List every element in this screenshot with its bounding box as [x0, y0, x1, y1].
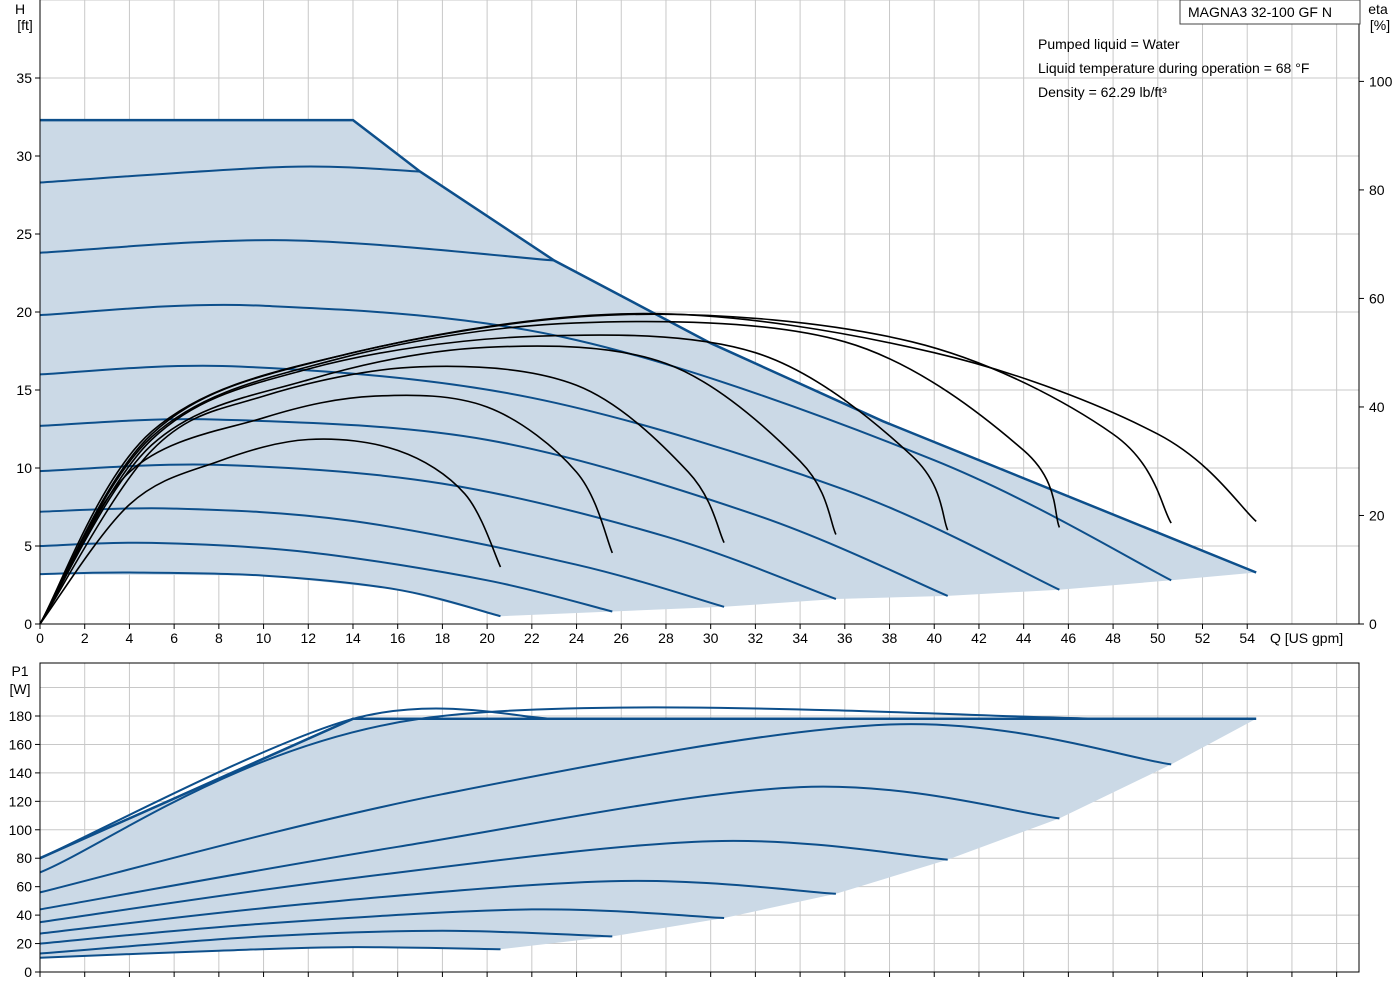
eta-axis-label: eta [1368, 1, 1388, 17]
y-tick-label: 0 [24, 964, 32, 980]
x-tick-label: 16 [390, 630, 406, 646]
x-tick-label: 0 [36, 630, 44, 646]
x-tick-label: 36 [837, 630, 853, 646]
y-tick-label: 100 [9, 822, 33, 838]
eta-axis-unit: [%] [1370, 17, 1390, 33]
x-tick-label: 42 [971, 630, 987, 646]
y-tick-label: 120 [9, 793, 33, 809]
x-tick-label: 52 [1195, 630, 1211, 646]
power-curve-4 [39, 879, 836, 935]
y-tick-label: 20 [16, 936, 32, 952]
y-tick-label: 20 [16, 304, 32, 320]
x-tick-label: 32 [748, 630, 764, 646]
y-tick-label: 35 [16, 70, 32, 86]
y2-tick-label: 100 [1369, 73, 1393, 89]
head-curve-4 [39, 463, 837, 600]
efficiency-curve-4 [39, 345, 837, 625]
x-tick-label: 2 [81, 630, 89, 646]
y-tick-label: 30 [16, 148, 32, 164]
y-tick-label: 60 [16, 879, 32, 895]
head-curve-7 [39, 303, 1172, 582]
head-curve-3 [39, 507, 725, 608]
info-line-3: Density = 62.29 lb/ft³ [1038, 84, 1167, 100]
y2-tick-label: 80 [1369, 182, 1385, 198]
power-curve-7 [39, 723, 1172, 894]
x-tick-label: 38 [882, 630, 898, 646]
x-tick-label: 24 [569, 630, 585, 646]
operating-area-power [40, 718, 1257, 958]
x-tick-label: 34 [792, 630, 808, 646]
efficiency-curve-3 [39, 365, 725, 625]
max-head-curve [40, 118, 1257, 574]
h-axis-unit: [ft] [17, 17, 33, 33]
title-box: MAGNA3 32-100 GF N [1179, 0, 1361, 25]
x-tick-label: 46 [1061, 630, 1077, 646]
y2-tick-label: 20 [1369, 507, 1385, 523]
info-block: Pumped liquid = Water Liquid temperature… [1038, 36, 1309, 100]
x-tick-label: 44 [1016, 630, 1032, 646]
x-tick-label: 4 [126, 630, 134, 646]
head-curve-8 [39, 239, 555, 262]
efficiency-curve-1 [39, 438, 502, 625]
h-axis-label: H [15, 1, 25, 17]
power-curve-8 [39, 706, 1114, 874]
x-tick-label: 12 [300, 630, 316, 646]
power-frame [39, 662, 1360, 973]
power-curve-6 [39, 785, 1060, 911]
q-axis-label: Q [US gpm] [1270, 630, 1343, 646]
y2-tick-label: 60 [1369, 290, 1385, 306]
info-line-2: Liquid temperature during operation = 68… [1038, 60, 1309, 76]
x-tick-label: 48 [1105, 630, 1121, 646]
power-curve-3 [39, 908, 725, 945]
efficiency-curve-5 [39, 334, 949, 625]
x-tick-label: 14 [345, 630, 361, 646]
y-tick-label: 180 [9, 708, 33, 724]
efficiency-curve-8 [39, 312, 1257, 625]
power-curve-9 [39, 707, 555, 860]
p1-axis-unit: [W] [10, 681, 31, 697]
y2-tick-label: 40 [1369, 399, 1385, 415]
head-curve-9 [39, 165, 421, 184]
title-text: MAGNA3 32-100 GF N [1188, 4, 1332, 20]
y-tick-label: 0 [24, 616, 32, 632]
y-tick-label: 80 [16, 850, 32, 866]
x-tick-label: 40 [926, 630, 942, 646]
y-tick-label: 25 [16, 226, 32, 242]
y-tick-label: 40 [16, 907, 32, 923]
power-curve-2 [39, 929, 613, 955]
head-curve-1 [39, 571, 501, 618]
y-tick-label: 160 [9, 736, 33, 752]
x-tick-label: 28 [658, 630, 674, 646]
head-curve-6 [39, 364, 1060, 591]
head-efficiency-chart: 0 2 4 6 8 10 12 14 16 18 20 22 24 26 28 30 32 34 36 38 40 42 4… [16, 0, 1393, 646]
y-tick-label: 10 [16, 460, 32, 476]
x-tick-label: 26 [613, 630, 629, 646]
x-tick-label: 6 [170, 630, 178, 646]
y-tick-label: 15 [16, 382, 32, 398]
x-tick-label: 50 [1150, 630, 1166, 646]
x-tick-label: 22 [524, 630, 540, 646]
y2-tick-label: 0 [1369, 616, 1377, 632]
power-curve-5 [39, 839, 948, 924]
power-curve-1 [39, 946, 501, 959]
operating-area [40, 120, 1257, 617]
y-tick-label: 5 [24, 538, 32, 554]
p1-axis-label: P1 [11, 663, 28, 679]
x-tick-label: 10 [256, 630, 272, 646]
x-tick-label: 18 [435, 630, 451, 646]
x-tick-label: 8 [215, 630, 223, 646]
x-tick-label: 20 [479, 630, 495, 646]
info-line-1: Pumped liquid = Water [1038, 36, 1180, 52]
max-power-curve [39, 717, 1257, 860]
head-curve-2 [39, 541, 613, 613]
x-tick-label: 54 [1239, 630, 1255, 646]
power-chart: 0 20 40 60 80 100 120 140 160 180 [9, 662, 1360, 980]
efficiency-curve-6 [39, 320, 1061, 625]
x-tick-label: 30 [703, 630, 719, 646]
y-tick-label: 140 [9, 765, 33, 781]
